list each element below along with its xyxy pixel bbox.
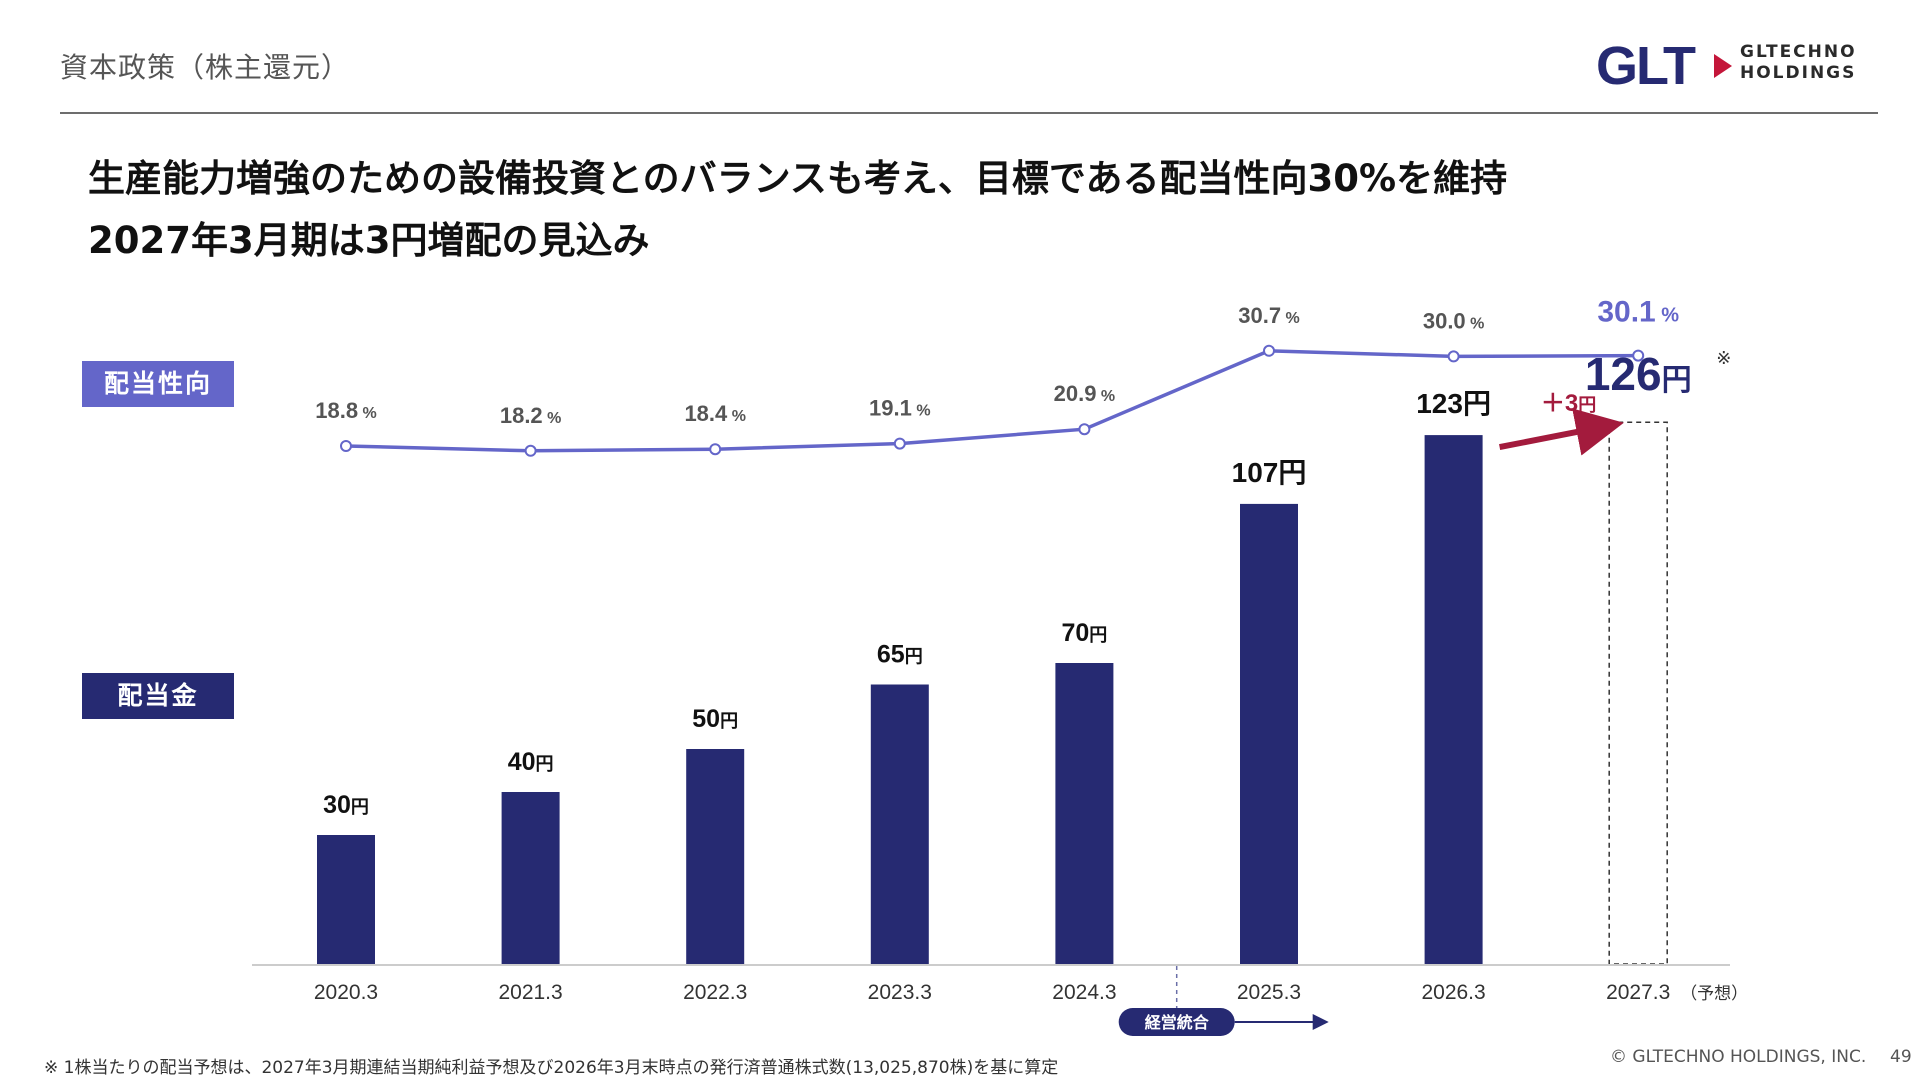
dividend-label-2025.3: 107円 [1232,457,1307,488]
x-tick-label-2027.3: 2027.3 [1606,981,1670,1004]
forecast-suffix-label: （予想） [1680,984,1748,1003]
headline-line-1: 生産能力増強のための設備投資とのバランスも考え、目標である配当性向30%を維持 [88,157,1508,200]
merger-label: 経営統合 [1145,1013,1210,1032]
increase-label: ＋3円 [1541,390,1596,417]
logo-wordmark-line2: HOLDINGS [1740,63,1857,83]
x-tick-label-2021.3: 2021.3 [498,981,562,1004]
payout-ratio-point-2025.3 [1263,344,1275,357]
dividend-label-2024.3: 70円 [1061,619,1107,647]
dividend-bar-2026.3 [1424,435,1483,965]
copyright: © GLTECHNO HOLDINGS, INC. [1610,1047,1867,1067]
payout-ratio-label-2023.3: 19.1 % [869,396,931,421]
dividend-bar-2021.3 [501,792,560,964]
dividend-label-2022.3: 50円 [692,705,738,733]
logo-mark: GLT [1596,36,1696,92]
payout-ratio-point-2023.3 [893,437,906,450]
dividend-bar-2025.3 [1240,503,1298,964]
forecast-note-mark: ※ [1716,348,1731,368]
payout-ratio-label-2020.3: 18.8 % [315,398,377,423]
logo-wordmark-line1: GLTECHNO [1740,42,1857,62]
logo-wordmark: GLTECHNO HOLDINGS [1740,42,1857,84]
x-tick-label-2024.3: 2024.3 [1052,981,1116,1004]
merger-badge [1118,1008,1235,1036]
x-tick-label-2025.3: 2025.3 [1237,981,1301,1004]
payout-ratio-label-2022.3: 18.4 % [684,401,746,426]
payout-ratio-point-2022.3 [709,443,722,456]
dividend-label-2023.3: 65円 [877,641,923,669]
payout-ratio-point-2027.3 [1632,349,1645,362]
header-divider [60,112,1878,114]
dividend-label-2020.3: 30円 [323,791,369,819]
x-tick-label-2026.3: 2026.3 [1421,981,1485,1004]
page-number: 49 [1890,1047,1912,1067]
headline: 生産能力増強のための設備投資とのバランスも考え、目標である配当性向30%を維持 … [88,148,1507,272]
x-tick-label-2020.3: 2020.3 [314,981,378,1004]
payout-ratio-label-2025.3: 30.7 % [1238,303,1300,328]
payout-ratio-label-2026.3: 30.0 % [1423,308,1485,333]
payout-ratio-line [345,349,1639,453]
dividend-label-2021.3: 40円 [508,748,554,776]
page-section-title: 資本政策（株主還元） [60,51,351,84]
dividend-bar-2020.3 [317,835,375,964]
payout-ratio-tag: 配当性向 [82,361,234,407]
dividend-label-2026.3: 123円 [1416,388,1491,419]
payout-ratio-point-2024.3 [1078,423,1091,436]
dividend-bar-2024.3 [1055,663,1114,964]
dividend-bar-2023.3 [870,684,929,964]
payout-ratio-label-2024.3: 20.9 % [1054,381,1116,406]
dividend-tag: 配当金 [82,673,234,719]
company-logo: GLT [1596,36,1732,92]
x-tick-label-2023.3: 2023.3 [868,981,932,1004]
logo-triangle-icon [1714,54,1732,78]
payout-ratio-label-2021.3: 18.2 % [500,403,562,428]
footnote: ※ 1株当たりの配当予想は、2027年3月期連結当期純利益予想及び2026年3月… [44,1058,1059,1078]
payout-ratio-point-2026.3 [1447,350,1460,363]
forecast-bar-2027.3 [1608,421,1668,965]
payout-ratio-point-2021.3 [524,444,537,457]
headline-line-2: 2027年3月期は3円増配の見込み [88,219,650,262]
x-tick-label-2022.3: 2022.3 [683,981,747,1004]
dividend-bar-2022.3 [686,749,745,964]
payout-ratio-label-2027.3: 30.1 % [1597,296,1679,329]
payout-ratio-point-2020.3 [340,440,352,452]
increase-arrow [1499,408,1624,456]
